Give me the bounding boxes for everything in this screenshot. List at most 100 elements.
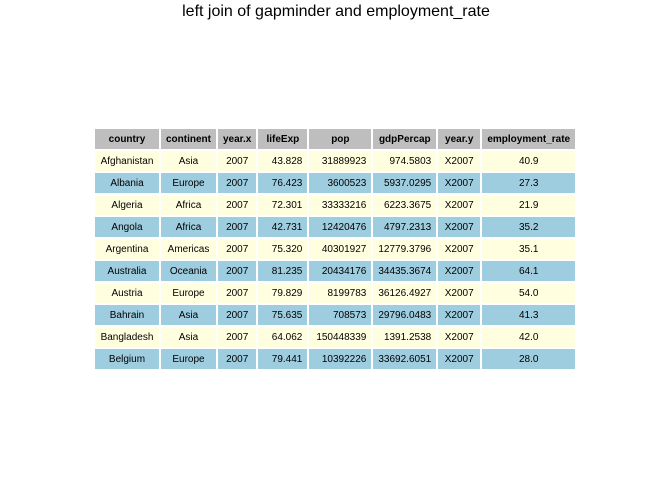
cell-country: Australia	[95, 261, 159, 281]
cell-continent: Americas	[161, 239, 216, 259]
cell-country: Argentina	[95, 239, 159, 259]
cell-country: Bangladesh	[95, 327, 159, 347]
cell-gdppercap: 12779.3796	[373, 239, 437, 259]
cell-employment-rate: 21.9	[482, 195, 576, 215]
table-row: Austria Europe 2007 79.829 8199783 36126.4927…	[95, 283, 576, 303]
column-header-country: country	[95, 129, 159, 149]
cell-employment-rate: 35.1	[482, 239, 576, 259]
table-row: Afghanistan Asia 2007 43.828 31889923 974.580…	[95, 151, 576, 171]
cell-year-x: 2007	[218, 239, 257, 259]
cell-year-x: 2007	[218, 349, 257, 369]
table-row: Bangladesh Asia 2007 64.062 150448339 1391.25…	[95, 327, 576, 347]
cell-pop: 8199783	[309, 283, 372, 303]
cell-country: Bahrain	[95, 305, 159, 325]
cell-continent: Africa	[161, 217, 216, 237]
cell-continent: Asia	[161, 327, 216, 347]
cell-gdppercap: 5937.0295	[373, 173, 437, 193]
cell-pop: 12420476	[309, 217, 372, 237]
cell-year-x: 2007	[218, 195, 257, 215]
table-body: Afghanistan Asia 2007 43.828 31889923 974.580…	[95, 151, 576, 369]
cell-gdppercap: 33692.6051	[373, 349, 437, 369]
table-row: Algeria Africa 2007 72.301 33333216 6223.3675…	[95, 195, 576, 215]
table-row: Albania Europe 2007 76.423 3600523 5937.0295 X…	[95, 173, 576, 193]
cell-continent: Europe	[161, 283, 216, 303]
cell-continent: Oceania	[161, 261, 216, 281]
cell-continent: Europe	[161, 173, 216, 193]
cell-year-x: 2007	[218, 151, 257, 171]
cell-country: Albania	[95, 173, 159, 193]
cell-year-y: X2007	[438, 217, 481, 237]
cell-employment-rate: 35.2	[482, 217, 576, 237]
cell-year-y: X2007	[438, 305, 481, 325]
cell-pop: 150448339	[309, 327, 372, 347]
cell-continent: Africa	[161, 195, 216, 215]
cell-employment-rate: 41.3	[482, 305, 576, 325]
cell-year-y: X2007	[438, 349, 481, 369]
cell-lifeexp: 72.301	[258, 195, 308, 215]
cell-gdppercap: 974.5803	[373, 151, 437, 171]
table-row: Bahrain Asia 2007 75.635 708573 29796.0483 X20…	[95, 305, 576, 325]
cell-gdppercap: 6223.3675	[373, 195, 437, 215]
table-row: Australia Oceania 2007 81.235 20434176 34435.…	[95, 261, 576, 281]
cell-pop: 33333216	[309, 195, 372, 215]
cell-pop: 10392226	[309, 349, 372, 369]
table-row: Angola Africa 2007 42.731 12420476 4797.2313 X…	[95, 217, 576, 237]
cell-year-x: 2007	[218, 283, 257, 303]
cell-pop: 31889923	[309, 151, 372, 171]
cell-gdppercap: 34435.3674	[373, 261, 437, 281]
cell-pop: 3600523	[309, 173, 372, 193]
cell-gdppercap: 4797.2313	[373, 217, 437, 237]
cell-lifeexp: 43.828	[258, 151, 308, 171]
column-header-year-x: year.x	[218, 129, 257, 149]
cell-lifeexp: 75.320	[258, 239, 308, 259]
cell-year-y: X2007	[438, 173, 481, 193]
cell-year-y: X2007	[438, 261, 481, 281]
cell-year-x: 2007	[218, 305, 257, 325]
table-header-row: country continent year.x lifeExp pop gdp…	[95, 129, 576, 149]
cell-country: Afghanistan	[95, 151, 159, 171]
cell-employment-rate: 27.3	[482, 173, 576, 193]
cell-country: Austria	[95, 283, 159, 303]
page-title: left join of gapminder and employment_ra…	[182, 3, 490, 20]
cell-continent: Asia	[161, 305, 216, 325]
cell-country: Belgium	[95, 349, 159, 369]
column-header-gdppercap: gdpPercap	[373, 129, 437, 149]
cell-lifeexp: 42.731	[258, 217, 308, 237]
cell-lifeexp: 79.829	[258, 283, 308, 303]
cell-pop: 20434176	[309, 261, 372, 281]
cell-lifeexp: 76.423	[258, 173, 308, 193]
column-header-lifeexp: lifeExp	[258, 129, 308, 149]
cell-continent: Europe	[161, 349, 216, 369]
cell-pop: 40301927	[309, 239, 372, 259]
cell-employment-rate: 64.1	[482, 261, 576, 281]
table-row: Argentina Americas 2007 75.320 40301927 12779…	[95, 239, 576, 259]
cell-country: Algeria	[95, 195, 159, 215]
cell-employment-rate: 42.0	[482, 327, 576, 347]
cell-year-y: X2007	[438, 239, 481, 259]
cell-year-y: X2007	[438, 195, 481, 215]
cell-year-x: 2007	[218, 327, 257, 347]
cell-year-y: X2007	[438, 151, 481, 171]
column-header-year-y: year.y	[438, 129, 481, 149]
cell-country: Angola	[95, 217, 159, 237]
cell-lifeexp: 81.235	[258, 261, 308, 281]
cell-gdppercap: 29796.0483	[373, 305, 437, 325]
cell-employment-rate: 54.0	[482, 283, 576, 303]
cell-pop: 708573	[309, 305, 372, 325]
cell-lifeexp: 75.635	[258, 305, 308, 325]
cell-continent: Asia	[161, 151, 216, 171]
cell-gdppercap: 1391.2538	[373, 327, 437, 347]
column-header-employment-rate: employment_rate	[482, 129, 576, 149]
cell-employment-rate: 28.0	[482, 349, 576, 369]
cell-year-x: 2007	[218, 261, 257, 281]
cell-year-y: X2007	[438, 283, 481, 303]
cell-year-y: X2007	[438, 327, 481, 347]
cell-employment-rate: 40.9	[482, 151, 576, 171]
data-table: country continent year.x lifeExp pop gdp…	[93, 127, 577, 371]
cell-year-x: 2007	[218, 217, 257, 237]
column-header-continent: continent	[161, 129, 216, 149]
cell-gdppercap: 36126.4927	[373, 283, 437, 303]
cell-year-x: 2007	[218, 173, 257, 193]
cell-lifeexp: 79.441	[258, 349, 308, 369]
